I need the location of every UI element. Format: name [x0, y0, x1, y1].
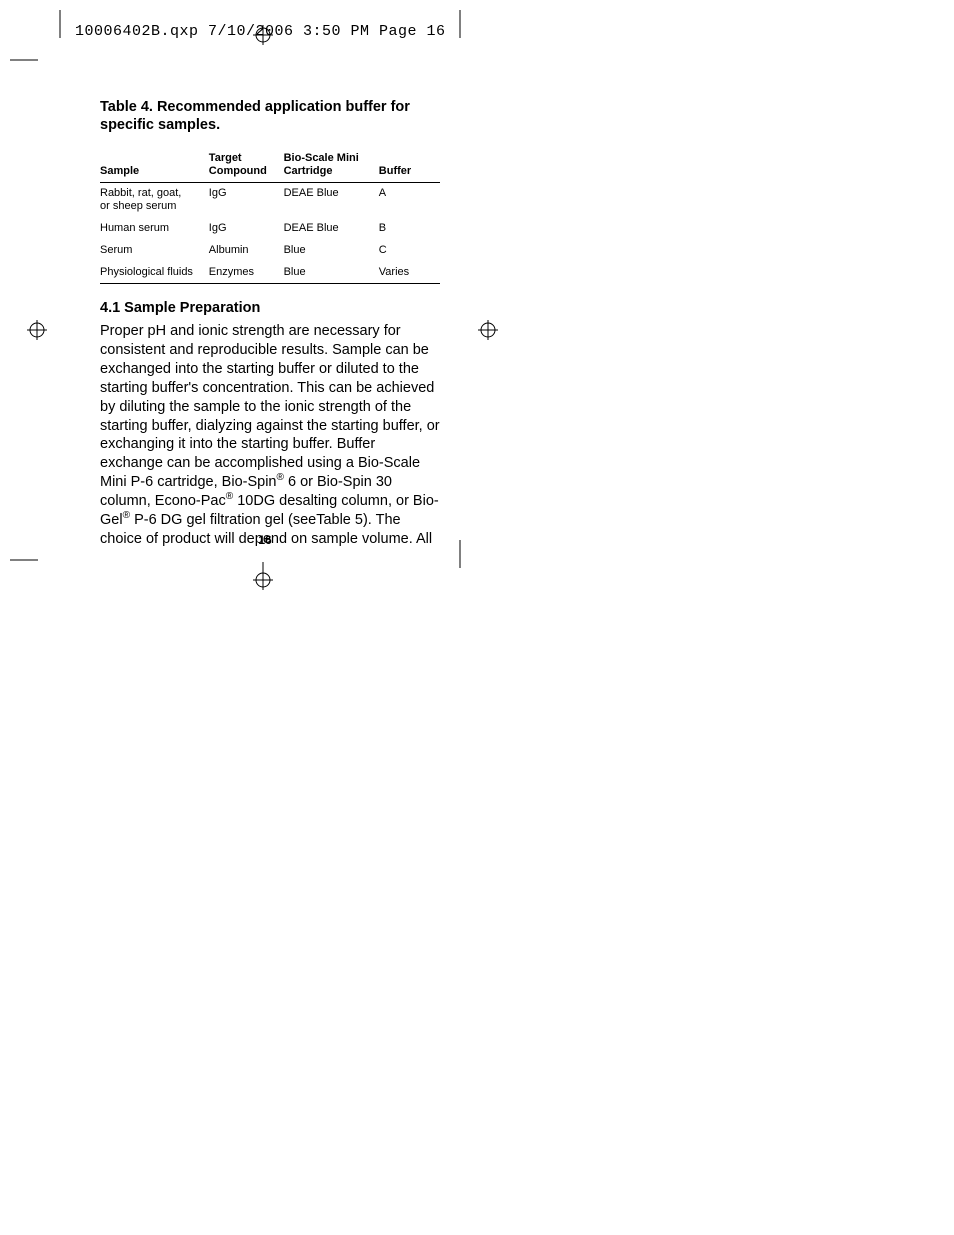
cell: Physiological fluids [100, 262, 209, 284]
col-cartridge: Bio-Scale MiniCartridge [284, 152, 379, 182]
cell: Human serum [100, 218, 209, 240]
cell: B [379, 218, 440, 240]
registration-mark-right [478, 320, 498, 345]
registration-mark-top [253, 25, 273, 50]
cell: DEAE Blue [284, 182, 379, 218]
cell: Rabbit, rat, goat,or sheep serum [100, 182, 209, 218]
registration-mark-bottom [253, 570, 273, 595]
body-text-run: Proper pH and ionic strength are necessa… [100, 323, 440, 490]
col-buffer: Buffer [379, 152, 440, 182]
table-row: Rabbit, rat, goat,or sheep serum IgG DEA… [100, 182, 440, 218]
registered-mark: ® [277, 472, 284, 483]
registration-mark-left [27, 320, 47, 345]
section-heading: 4.1 Sample Preparation [100, 300, 440, 316]
table-header-row: Sample TargetCompound Bio-Scale MiniCart… [100, 152, 440, 182]
cell: Blue [284, 262, 379, 284]
cell: A [379, 182, 440, 218]
col-target: TargetCompound [209, 152, 284, 182]
cell: IgG [209, 218, 284, 240]
cell: Albumin [209, 240, 284, 262]
cell: DEAE Blue [284, 218, 379, 240]
col-sample: Sample [100, 152, 209, 182]
cell: Enzymes [209, 262, 284, 284]
page-number: 16 [100, 533, 430, 547]
cell: IgG [209, 182, 284, 218]
table-title: Table 4. Recommended application buffer … [100, 98, 440, 134]
section-body: Proper pH and ionic strength are necessa… [100, 322, 440, 548]
registered-mark: ® [123, 510, 130, 521]
buffer-table: Sample TargetCompound Bio-Scale MiniCart… [100, 152, 440, 284]
cell: Varies [379, 262, 440, 284]
table-row: Physiological fluids Enzymes Blue Varies [100, 262, 440, 284]
cell: Blue [284, 240, 379, 262]
cell: C [379, 240, 440, 262]
table-row: Serum Albumin Blue C [100, 240, 440, 262]
table-row: Human serum IgG DEAE Blue B [100, 218, 440, 240]
page-content: Table 4. Recommended application buffer … [100, 98, 440, 548]
cell: Serum [100, 240, 209, 262]
